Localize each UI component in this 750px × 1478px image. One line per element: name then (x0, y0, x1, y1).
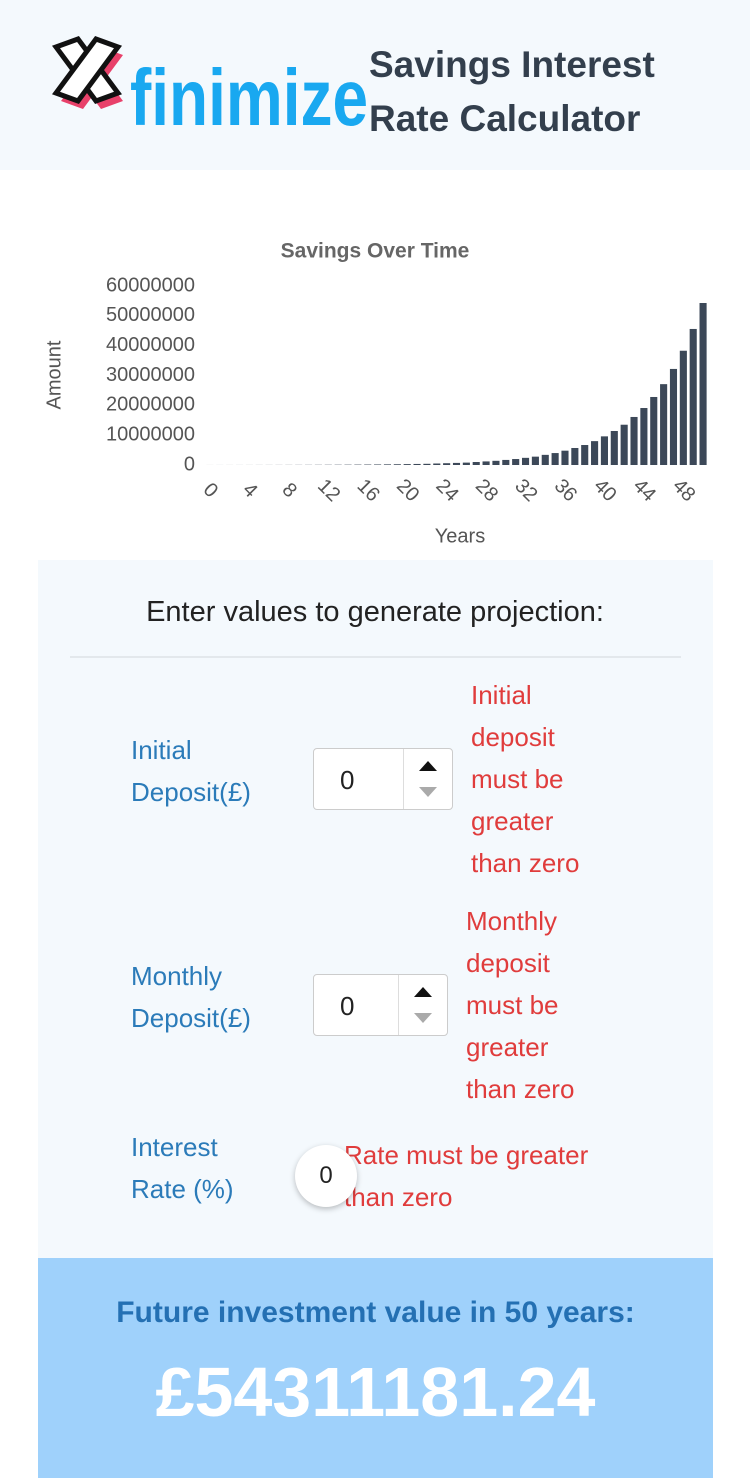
bar (462, 462, 470, 465)
result-label: Future investment value in 50 years: (116, 1296, 635, 1329)
y-axis-title: Amount (43, 340, 65, 409)
logo-text: finimize (130, 53, 368, 142)
error-message: Initial deposit must be greater than zer… (471, 680, 580, 878)
result-value: £54311181.24 (155, 1353, 596, 1431)
y-tick-label: 30000000 (106, 364, 195, 386)
bar (551, 453, 559, 465)
x-tick-label: 4 (238, 479, 261, 502)
y-tick-label: 0 (184, 453, 195, 475)
bar (630, 416, 638, 465)
page-title: Savings Interest Rate Calculator (369, 44, 655, 139)
x-tick-label: 44 (629, 475, 660, 506)
bar (531, 456, 539, 465)
x-tick-label: 28 (471, 475, 502, 506)
bar (452, 462, 461, 465)
bar (541, 454, 549, 465)
x-tick-label: 40 (589, 475, 620, 506)
x-tick-label: 36 (550, 475, 581, 506)
x-tick-label: 32 (510, 475, 541, 506)
input-value: 0 (340, 765, 355, 795)
field-label: Interest Rate (%) (131, 1132, 234, 1204)
bar (620, 424, 628, 465)
x-tick-label: 12 (313, 475, 344, 506)
field-label: Initial Deposit(£) (131, 735, 251, 807)
y-tick-label: 20000000 (106, 394, 195, 416)
x-tick-label: 20 (392, 475, 423, 506)
bar (403, 464, 411, 465)
bar (581, 445, 589, 465)
spinner[interactable] (398, 975, 447, 1035)
rate-input[interactable]: 0 (295, 1145, 357, 1207)
error-message: Rate must be greater than zero (344, 1140, 589, 1212)
y-tick-label: 50000000 (106, 304, 195, 326)
bar (650, 396, 658, 465)
x-tick-label: 24 (432, 475, 463, 506)
error-message: Monthly deposit must be greater than zer… (466, 906, 575, 1104)
x-tick-label: 8 (278, 479, 301, 502)
field-label: Monthly Deposit(£) (131, 961, 251, 1033)
number-input[interactable]: 0 (313, 748, 453, 810)
bar (413, 463, 421, 465)
y-tick-label: 60000000 (106, 274, 195, 296)
x-axis-title: Years (435, 525, 485, 547)
bar (521, 457, 530, 465)
bar (640, 408, 648, 465)
bar (443, 463, 451, 465)
bar (512, 459, 520, 465)
bar (383, 464, 392, 465)
header: finimize Savings Interest Rate Calculato… (0, 0, 750, 170)
divider (70, 656, 681, 658)
bar (591, 441, 599, 465)
spinner[interactable] (403, 749, 452, 809)
bar (374, 464, 382, 465)
bar (610, 430, 618, 465)
bar (689, 328, 697, 465)
logo-icon (51, 36, 123, 109)
bar (679, 350, 687, 465)
bar (482, 461, 490, 465)
x-tick-label: 0 (199, 479, 222, 502)
bar (561, 450, 569, 465)
bar (669, 368, 678, 465)
bar (433, 463, 441, 465)
bar (423, 463, 431, 465)
bar (660, 384, 668, 465)
bar (393, 464, 401, 465)
bar (472, 462, 480, 465)
form-panel (38, 560, 713, 1258)
chart-title: Savings Over Time (281, 240, 470, 263)
form-heading: Enter values to generate projection: (146, 596, 604, 628)
chart: Savings Over Time Years Amount 0 10000000… (43, 240, 707, 547)
bar (699, 303, 707, 465)
x-tick-label: 48 (668, 475, 699, 506)
y-tick-label: 40000000 (106, 334, 195, 356)
x-tick-label: 16 (353, 475, 384, 506)
bar (502, 459, 510, 465)
bar (492, 460, 500, 465)
input-value: 0 (340, 991, 355, 1021)
number-input[interactable]: 0 (313, 974, 448, 1036)
bar (571, 447, 579, 465)
result-panel (38, 1258, 713, 1478)
y-tick-label: 10000000 (106, 423, 195, 445)
logo[interactable]: finimize (40, 25, 380, 145)
bar (600, 436, 608, 465)
